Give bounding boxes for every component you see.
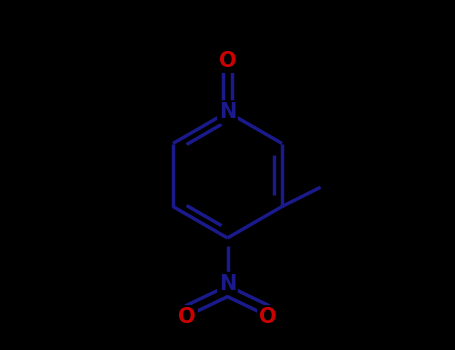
Text: O: O — [178, 307, 196, 327]
Text: O: O — [219, 51, 236, 71]
Text: N: N — [219, 273, 236, 294]
Text: N: N — [219, 102, 236, 122]
Text: O: O — [259, 307, 277, 327]
